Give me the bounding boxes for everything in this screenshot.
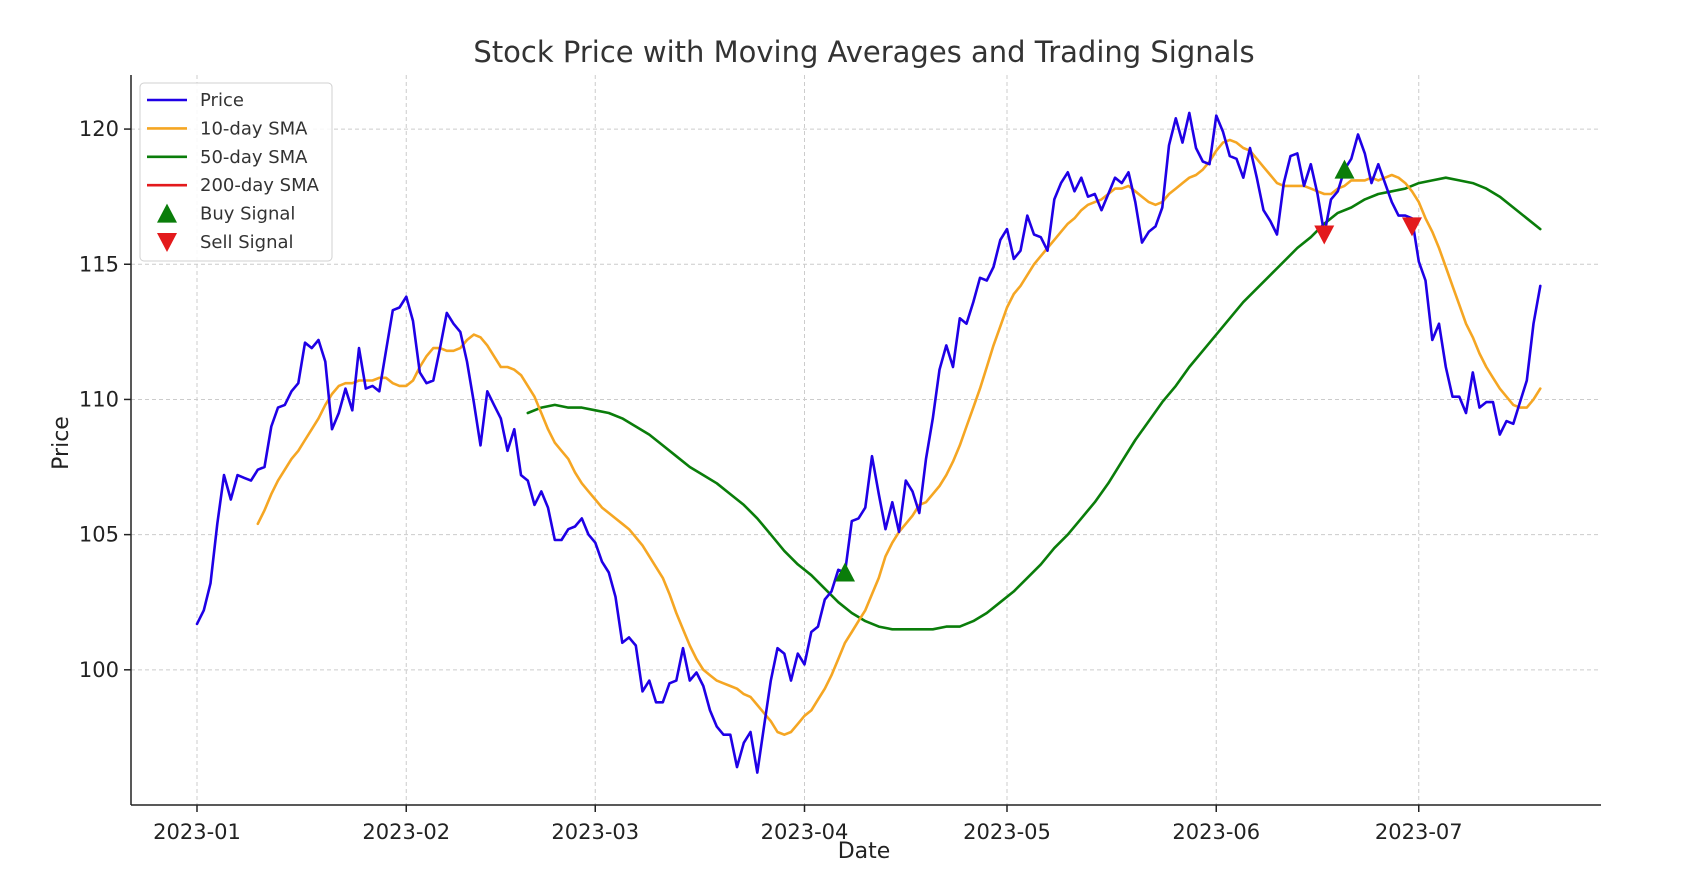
legend-marker bbox=[157, 233, 177, 252]
y-ticks: 100 105 110 115 120 bbox=[79, 117, 131, 682]
legend-marker bbox=[157, 203, 177, 223]
legend-item: 10-day SMA bbox=[147, 118, 308, 139]
x-tick-label: 2023-03 bbox=[551, 820, 639, 844]
x-ticks: 2023-01 2023-02 2023-03 2023-04 2023-05 2023-… bbox=[153, 805, 1463, 844]
legend-box bbox=[139, 82, 333, 262]
y-tick-label: 100 bbox=[79, 658, 119, 682]
x-tick-label: 2023-02 bbox=[362, 820, 450, 844]
buy-signal-marker bbox=[1334, 159, 1355, 179]
chart-title: Stock Price with Moving Averages and Tra… bbox=[473, 35, 1254, 69]
y-tick-label: 105 bbox=[79, 523, 119, 547]
y-tick-label: 110 bbox=[79, 387, 119, 411]
legend: Price 10-day SMA 50-day SMA 200-day SMA Buy … bbox=[139, 82, 333, 262]
legend-label: 50-day SMA bbox=[200, 147, 308, 168]
x-tick-label: 2023-04 bbox=[761, 820, 849, 844]
x-tick-label: 2023-01 bbox=[153, 820, 241, 844]
legend-label: Sell Signal bbox=[200, 232, 294, 253]
legend-item: Price bbox=[147, 90, 244, 111]
legend-label: 200-day SMA bbox=[200, 175, 320, 196]
y-tick-label: 120 bbox=[79, 117, 119, 141]
signals bbox=[835, 159, 1422, 582]
legend-label: Buy Signal bbox=[200, 204, 295, 225]
legend-item: 200-day SMA bbox=[147, 175, 320, 196]
legend-label: Price bbox=[200, 90, 244, 111]
series-line-50-day-sma bbox=[526, 176, 1542, 631]
x-axis-title: Date bbox=[838, 839, 891, 864]
buy-signal-marker bbox=[835, 562, 855, 582]
x-tick-label: 2023-06 bbox=[1172, 820, 1260, 844]
sell-signal-marker bbox=[1314, 225, 1335, 245]
y-axis-title: Price bbox=[49, 416, 74, 470]
y-tick-label: 115 bbox=[79, 252, 119, 276]
x-tick-label: 2023-07 bbox=[1375, 820, 1463, 844]
legend-item: Sell Signal bbox=[157, 232, 294, 253]
sell-signal-marker bbox=[1402, 217, 1422, 237]
legend-item: 50-day SMA bbox=[147, 147, 308, 168]
series-line-10-day-sma bbox=[256, 138, 1542, 736]
series bbox=[195, 111, 1542, 774]
series-line-price bbox=[195, 111, 1542, 774]
legend-label: 10-day SMA bbox=[200, 118, 308, 139]
axes bbox=[130, 75, 1601, 806]
grid bbox=[131, 75, 1601, 805]
legend-item: Buy Signal bbox=[157, 203, 295, 225]
x-tick-label: 2023-05 bbox=[963, 820, 1051, 844]
